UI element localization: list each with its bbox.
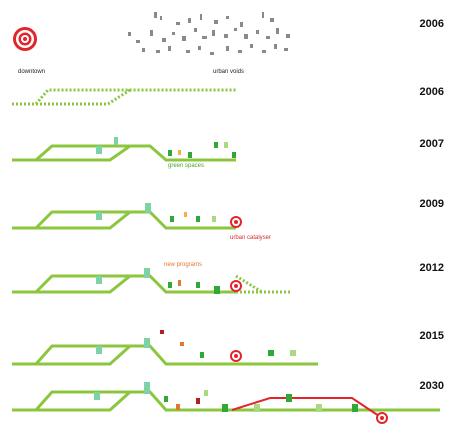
- year-label: 2012: [419, 262, 444, 274]
- new-programs-label: new programs: [164, 262, 203, 268]
- track-2007: [12, 144, 236, 162]
- blocks-2030: [94, 382, 388, 424]
- urban-catalyser-label: urban catalyser: [230, 235, 272, 241]
- target-icon: [13, 27, 37, 51]
- blocks-2007: [96, 137, 236, 158]
- track-2015: [12, 344, 318, 366]
- green-spaces-label: green spaces: [168, 163, 205, 169]
- blocks-2012: [96, 268, 242, 294]
- track-2009: [12, 210, 236, 230]
- year-label: 2030: [419, 380, 444, 392]
- blocks-2009: [96, 203, 242, 228]
- track-2012: [12, 274, 292, 294]
- track-2006: [12, 88, 236, 106]
- year-label: 2006: [419, 18, 444, 30]
- year-label: 2006: [419, 86, 444, 98]
- year-label: 2015: [419, 330, 444, 342]
- red-track-2030: [231, 397, 383, 419]
- urban-voids-label: urban voids: [213, 69, 245, 75]
- year-label: 2009: [419, 198, 444, 210]
- blocks-2015: [96, 330, 296, 362]
- track-2030: [12, 390, 440, 412]
- downtown-label: downtown: [18, 69, 46, 75]
- urban-voids-pattern: [128, 12, 290, 55]
- year-label: 2007: [419, 138, 444, 150]
